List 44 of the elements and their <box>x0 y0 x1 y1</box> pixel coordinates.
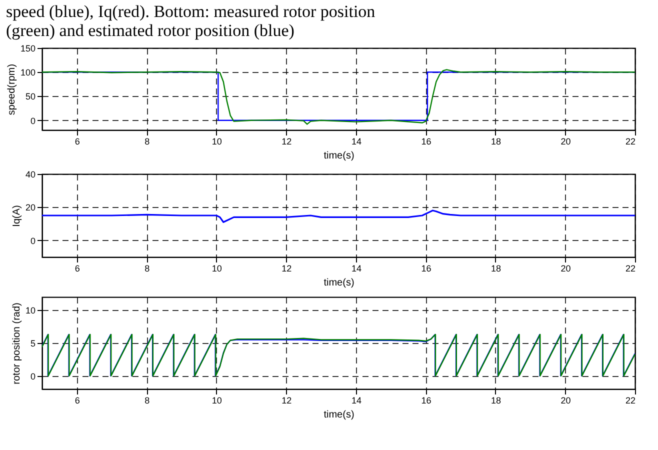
x-tick-label: 6 <box>74 136 80 146</box>
x-tick-label: 6 <box>74 396 80 406</box>
x-tick-label: 8 <box>144 396 150 406</box>
x-tick-label: 14 <box>351 264 362 274</box>
x-tick-label: 10 <box>212 396 222 406</box>
x-tick-label: 16 <box>421 136 432 146</box>
y-axis-title: speed(rpm) <box>6 64 18 116</box>
x-tick-label: 8 <box>144 136 150 146</box>
y-tick-label: 20 <box>25 202 36 213</box>
y-tick-label: 150 <box>20 44 36 54</box>
y-axis-title: Iq(A) <box>11 205 22 227</box>
x-axis-title: time(s) <box>324 150 354 162</box>
y-axis-title: rotor position (rad) <box>11 302 22 384</box>
x-tick-label: 10 <box>212 264 222 274</box>
x-tick-label: 18 <box>490 264 501 274</box>
x-tick-label: 10 <box>212 136 222 146</box>
x-axis-title: time(s) <box>324 410 354 420</box>
x-tick-label: 22 <box>625 136 636 146</box>
y-tick-label: 40 <box>25 170 36 180</box>
x-tick-label: 22 <box>625 264 636 274</box>
x-axis-title: time(s) <box>324 278 354 288</box>
x-tick-label: 20 <box>560 264 571 274</box>
y-tick-label: 0 <box>30 236 36 246</box>
y-tick-label: 5 <box>30 338 36 348</box>
y-tick-label: 10 <box>25 306 36 316</box>
x-tick-label: 8 <box>144 264 150 274</box>
x-tick-label: 16 <box>421 396 432 406</box>
x-tick-label: 18 <box>490 136 501 146</box>
x-tick-label: 22 <box>625 396 636 406</box>
x-tick-label: 12 <box>282 396 292 406</box>
x-tick-label: 12 <box>282 136 292 146</box>
x-tick-label: 6 <box>74 264 80 274</box>
x-tick-label: 18 <box>490 396 501 406</box>
y-tick-label: 50 <box>25 92 36 102</box>
y-tick-label: 0 <box>30 116 36 126</box>
x-tick-label: 14 <box>351 396 362 406</box>
y-tick-label: 100 <box>20 68 36 78</box>
chart-title: speed (blue), Iq(red). Bottom: measured rotor position (green) and estimated rotor position (blue) <box>6 2 376 40</box>
x-tick-label: 20 <box>560 136 571 146</box>
x-tick-label: 14 <box>351 136 362 146</box>
x-tick-label: 20 <box>560 396 571 406</box>
x-tick-label: 16 <box>421 264 432 274</box>
x-tick-label: 12 <box>282 264 292 274</box>
y-tick-label: 0 <box>30 371 36 382</box>
